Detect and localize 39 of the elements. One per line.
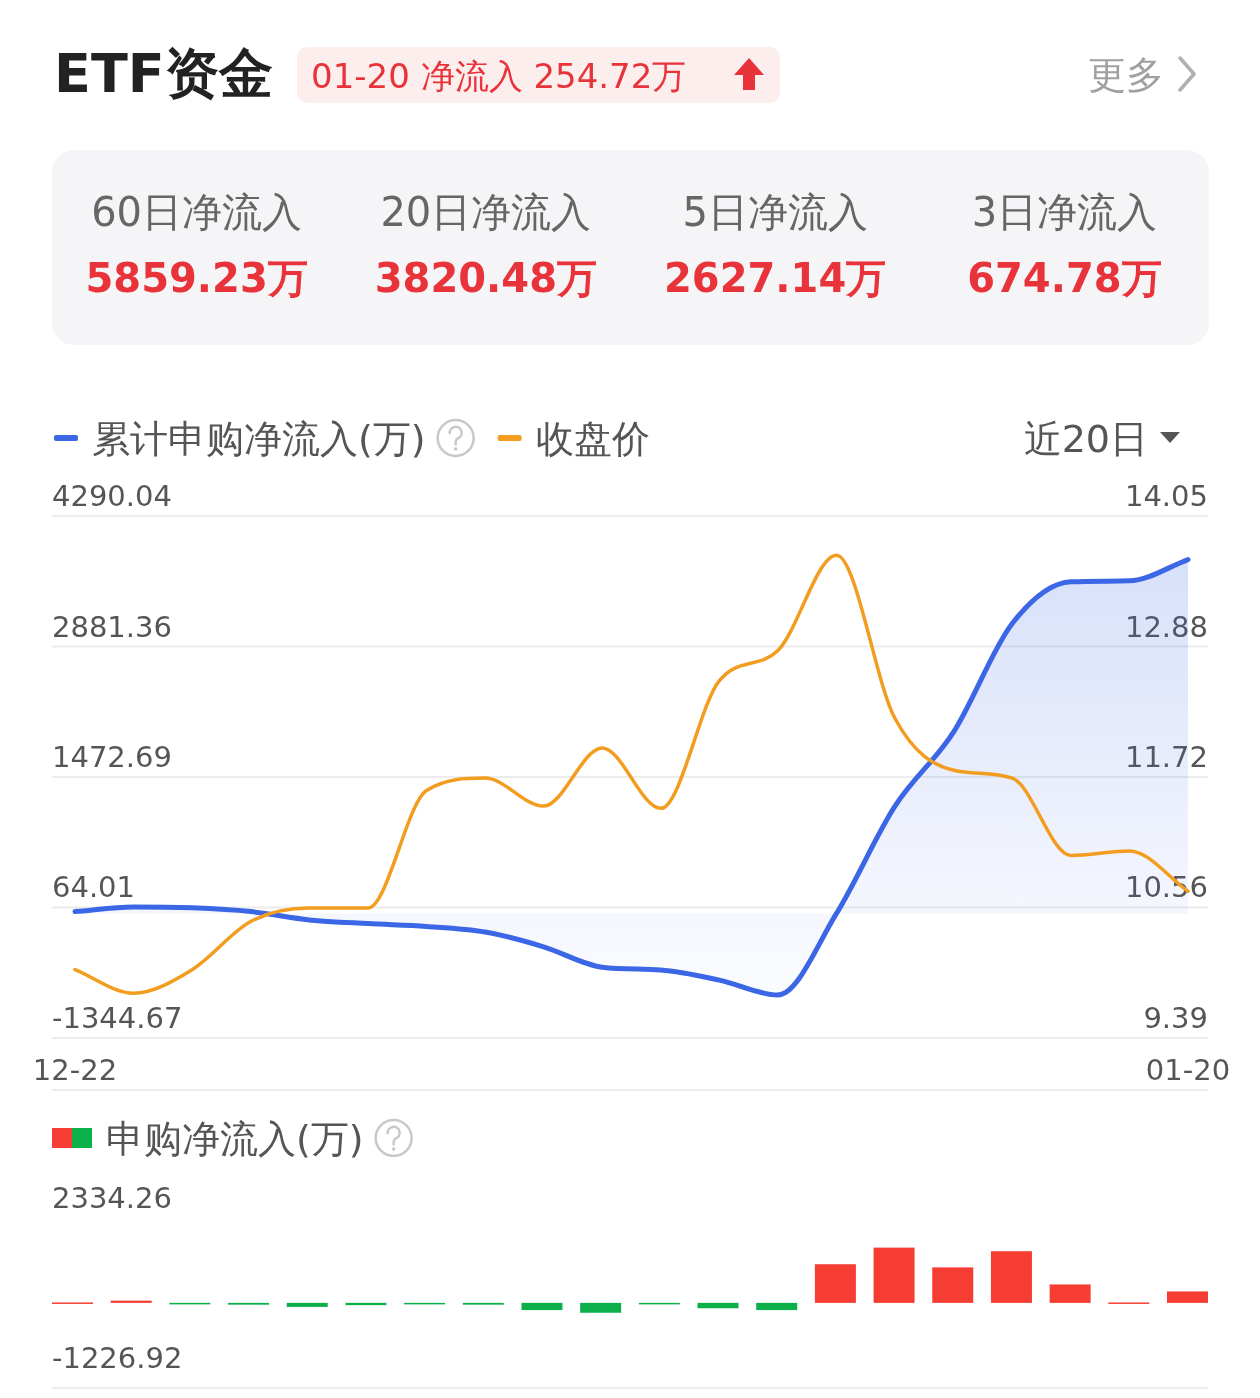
bar: [814, 1264, 856, 1303]
text: 20日净流入: [380, 189, 592, 235]
text: 3日净流入: [971, 189, 1158, 235]
y2-tick-label: 11.72: [1124, 740, 1208, 774]
x-tick-label: 12-22: [32, 1053, 118, 1087]
legend-label: 收盘价: [535, 417, 650, 461]
y-tick-label: 2881.36: [52, 609, 172, 644]
y-tick-label: 64.01: [52, 870, 136, 905]
text: 2627.14万: [664, 255, 887, 301]
text: ETF资金: [54, 42, 273, 105]
bar: [286, 1302, 328, 1307]
text: 60日净流入: [91, 189, 303, 235]
bar: [1049, 1284, 1091, 1303]
bar: [756, 1302, 798, 1311]
y-tick-label: 4290.04: [52, 479, 172, 513]
chart-title: 申购净流入(万): [106, 1117, 364, 1161]
y-tick-label: -1344.67: [52, 1001, 183, 1035]
text: 674.78万: [967, 255, 1162, 301]
bar: [932, 1267, 974, 1303]
bar: [580, 1302, 622, 1313]
bar: [521, 1302, 563, 1311]
y2-tick-label: 12.88: [1124, 610, 1208, 645]
text: 5859.23万: [85, 255, 308, 301]
y2-tick-label: 9.39: [1143, 1001, 1208, 1035]
y2-tick-label: 14.05: [1124, 479, 1208, 513]
bar: [697, 1302, 739, 1309]
text: 3820.48万: [374, 255, 597, 301]
bar: [873, 1247, 915, 1303]
text: 更多: [1088, 53, 1164, 97]
legend-label: 累计申购净流入(万): [92, 417, 426, 461]
bar: [990, 1251, 1032, 1303]
x-tick-label: 01-20: [1145, 1053, 1231, 1087]
text: 5日净流入: [682, 189, 868, 235]
y-tick-label: 2334.26: [52, 1181, 172, 1215]
text: 近20日: [1023, 417, 1148, 461]
text: 01-20 净流入 254.72万: [311, 56, 687, 96]
y-tick-label: 1472.69: [52, 740, 172, 774]
y-tick-label: -1226.92: [52, 1341, 183, 1375]
bar: [1167, 1291, 1208, 1303]
